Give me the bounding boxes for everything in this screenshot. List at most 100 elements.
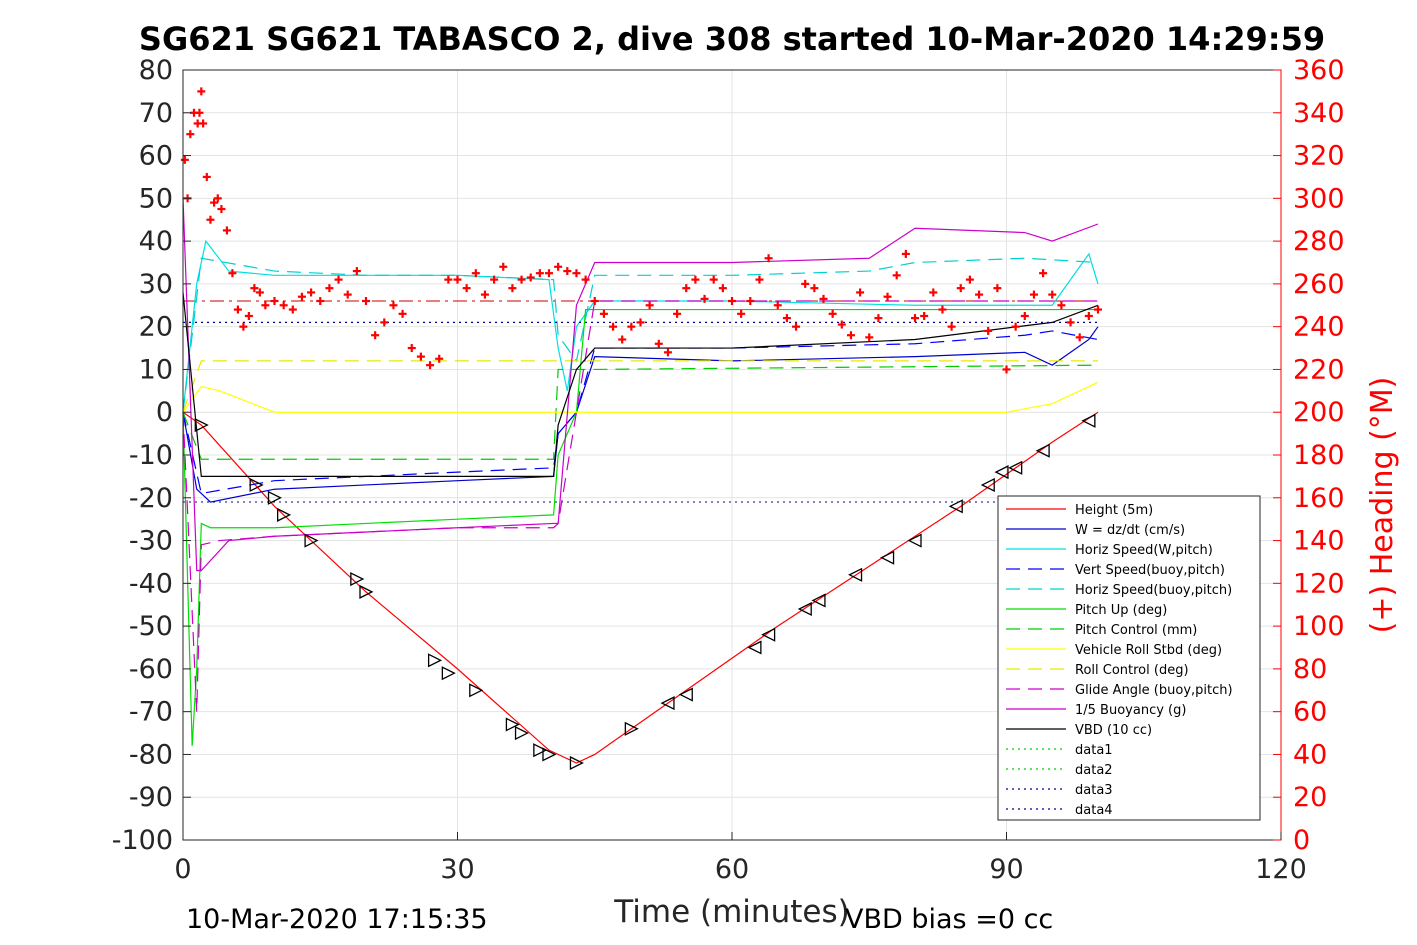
left-tick-label: 40	[139, 226, 173, 257]
heading-point	[210, 198, 219, 207]
left-tick-label: 20	[139, 312, 173, 343]
triangle-marker	[678, 687, 693, 702]
heading-point	[255, 288, 264, 297]
right-tick-label: 280	[1293, 226, 1345, 257]
left-tick-label: -90	[129, 782, 173, 813]
series-line-5	[182, 308, 1098, 746]
right-tick-label: 60	[1293, 697, 1327, 728]
heading-point	[965, 275, 974, 284]
right-tick-label: 360	[1293, 55, 1345, 86]
heading-point	[929, 288, 938, 297]
x-axis: 0 30 60 90 120	[174, 832, 1307, 885]
legend-label: Horiz Speed(buoy,pitch)	[1075, 583, 1232, 598]
left-tick-label: -20	[129, 483, 173, 514]
heading-point	[737, 309, 746, 318]
footer-timestamp: 10-Mar-2020 17:15:35	[186, 904, 488, 935]
heading-point	[691, 275, 700, 284]
x-tick-label: 90	[989, 854, 1023, 885]
heading-point	[490, 275, 499, 284]
heading-point	[526, 273, 535, 282]
heading-point	[956, 284, 965, 293]
triangle-marker	[533, 743, 548, 758]
legend-label: Pitch Control (mm)	[1075, 623, 1197, 638]
triangle-marker	[304, 533, 319, 548]
heading-point	[718, 284, 727, 293]
heading-point	[325, 284, 334, 293]
left-tick-label: 50	[139, 183, 173, 214]
triangle-marker	[469, 683, 484, 698]
heading-point	[709, 275, 718, 284]
legend-label: Height (5m)	[1075, 503, 1153, 518]
right-tick-label: 160	[1293, 483, 1345, 514]
heading-point	[499, 262, 508, 271]
right-tick-label: 120	[1293, 568, 1345, 599]
heading-point	[682, 284, 691, 293]
heading-point	[217, 205, 226, 214]
heading-point	[700, 294, 709, 303]
left-axis: 80 70 60 50 40 30 20 10 0 -10 -20 -30 -40 -50 -60 -70 -8…	[112, 55, 191, 856]
right-tick-label: 240	[1293, 312, 1345, 343]
heading-point	[343, 290, 352, 299]
triangle-marker	[359, 584, 374, 599]
heading-point	[947, 322, 956, 331]
heading-point	[239, 322, 248, 331]
heading-point	[590, 297, 599, 305]
series-line-10	[182, 198, 1099, 572]
legend-label: Horiz Speed(W,pitch)	[1075, 543, 1213, 558]
heading-point	[416, 352, 425, 361]
heading-point	[801, 279, 810, 288]
legend: Height (5m) W = dz/dt (cm/s) Horiz Speed(W…	[997, 495, 1261, 821]
heading-point	[911, 314, 919, 323]
left-tick-label: -60	[129, 654, 173, 685]
heading-point	[1020, 311, 1029, 320]
heading-point	[195, 108, 204, 117]
heading-point	[233, 305, 242, 314]
x-tick-label: 30	[440, 854, 474, 885]
heading-point	[728, 297, 736, 305]
right-tick-label: 140	[1293, 526, 1345, 557]
heading-point	[901, 249, 910, 258]
legend-label: Roll Control (deg)	[1075, 663, 1189, 678]
heading-point	[186, 130, 195, 139]
triangle-marker	[624, 721, 639, 736]
heading-point	[316, 297, 325, 305]
heading-point	[307, 288, 316, 297]
heading-point	[609, 322, 618, 331]
heading-point	[764, 254, 773, 263]
right-tick-label: 220	[1293, 354, 1345, 385]
triangle-marker	[1081, 413, 1096, 428]
triangle-marker	[267, 490, 282, 505]
heading-point	[288, 305, 297, 314]
heading-point	[554, 262, 563, 271]
triangle-marker	[505, 717, 520, 732]
right-tick-label: 0	[1293, 825, 1310, 856]
left-tick-label: 80	[139, 55, 173, 86]
heading-point	[746, 297, 755, 305]
series-line-6	[182, 364, 1099, 460]
heading-point	[938, 305, 947, 314]
heading-point	[883, 292, 892, 301]
legend-label: data2	[1075, 763, 1113, 778]
heading-point	[453, 275, 462, 284]
heading-point	[389, 301, 398, 310]
left-tick-label: -80	[129, 739, 173, 770]
heading-point	[202, 172, 211, 181]
heading-point	[599, 309, 608, 318]
legend-label: data1	[1075, 743, 1113, 758]
triangle-marker	[569, 755, 584, 771]
heading-point	[197, 87, 206, 96]
heading-point	[352, 267, 361, 276]
right-tick-label: 340	[1293, 98, 1345, 129]
right-tick-label: 260	[1293, 269, 1345, 300]
right-tick-label: 80	[1293, 654, 1327, 685]
heading-point	[297, 292, 306, 301]
triangle-marker	[350, 572, 365, 587]
heading-point	[371, 331, 380, 340]
heading-point	[1039, 269, 1048, 278]
x-tick-label: 60	[715, 854, 749, 885]
heading-point	[206, 215, 215, 224]
right-axis: 3603403203002802602402202001801601401201…	[1273, 55, 1345, 856]
series-lines	[182, 198, 1099, 764]
triangle-marker	[761, 627, 776, 642]
triangle-marker	[880, 550, 895, 565]
